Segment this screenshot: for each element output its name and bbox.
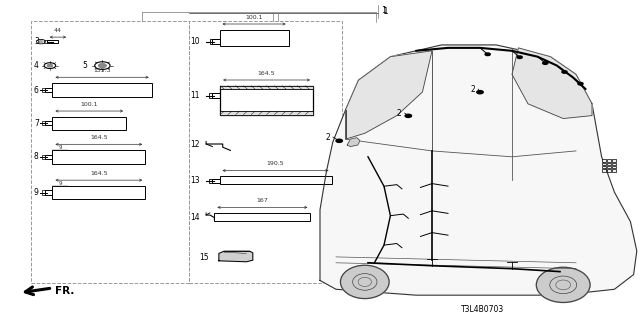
Text: 15: 15 bbox=[200, 253, 209, 262]
Circle shape bbox=[47, 64, 52, 67]
Text: 164.5: 164.5 bbox=[90, 135, 108, 140]
Text: 9: 9 bbox=[34, 188, 39, 197]
Bar bbox=[607, 163, 611, 165]
Bar bbox=[602, 169, 606, 172]
Bar bbox=[220, 86, 313, 89]
Ellipse shape bbox=[536, 267, 590, 302]
Bar bbox=[189, 21, 342, 283]
Text: 8: 8 bbox=[34, 152, 38, 161]
Polygon shape bbox=[346, 51, 432, 139]
Text: 5: 5 bbox=[82, 61, 87, 70]
Bar bbox=[612, 159, 616, 162]
Polygon shape bbox=[347, 138, 360, 147]
Circle shape bbox=[477, 91, 483, 94]
Bar bbox=[52, 83, 152, 97]
Bar bbox=[220, 111, 313, 115]
Text: 9: 9 bbox=[58, 145, 62, 150]
Bar bbox=[52, 186, 145, 199]
Bar bbox=[212, 39, 220, 44]
Bar bbox=[52, 117, 126, 130]
Text: 167: 167 bbox=[257, 198, 268, 203]
Text: FR.: FR. bbox=[55, 286, 74, 296]
Text: 44: 44 bbox=[54, 28, 62, 33]
Polygon shape bbox=[512, 48, 592, 118]
Circle shape bbox=[578, 83, 583, 85]
Text: 1: 1 bbox=[381, 6, 387, 15]
Bar bbox=[612, 169, 616, 172]
Circle shape bbox=[336, 139, 342, 142]
Text: 6: 6 bbox=[34, 86, 39, 95]
Text: 100.1: 100.1 bbox=[81, 102, 98, 107]
Bar bbox=[214, 213, 310, 221]
Text: 100.1: 100.1 bbox=[245, 15, 263, 20]
Text: 14: 14 bbox=[190, 213, 200, 222]
Circle shape bbox=[543, 62, 548, 64]
Circle shape bbox=[485, 53, 490, 56]
Bar bbox=[212, 179, 220, 183]
Bar bbox=[47, 40, 58, 43]
Bar bbox=[45, 88, 52, 92]
Bar bbox=[220, 30, 289, 46]
Text: 2: 2 bbox=[470, 85, 475, 94]
Circle shape bbox=[517, 56, 522, 59]
Bar bbox=[612, 166, 616, 168]
Text: 4: 4 bbox=[34, 61, 39, 70]
Bar bbox=[220, 176, 332, 184]
Bar bbox=[607, 166, 611, 168]
Text: T3L4B0703: T3L4B0703 bbox=[461, 305, 504, 314]
Bar bbox=[607, 169, 611, 172]
Text: 2: 2 bbox=[325, 133, 330, 142]
Text: 11: 11 bbox=[190, 92, 200, 100]
Text: 164.5: 164.5 bbox=[258, 71, 275, 76]
Text: 12: 12 bbox=[190, 140, 200, 149]
Bar bbox=[31, 21, 189, 283]
Text: 1: 1 bbox=[383, 7, 388, 16]
Circle shape bbox=[405, 114, 412, 117]
Text: 190.5: 190.5 bbox=[267, 161, 284, 166]
Bar bbox=[607, 159, 611, 162]
Bar bbox=[612, 163, 616, 165]
Text: 13: 13 bbox=[190, 176, 200, 185]
Bar bbox=[602, 159, 606, 162]
Polygon shape bbox=[219, 251, 253, 262]
Bar bbox=[602, 166, 606, 168]
Text: 10: 10 bbox=[190, 37, 200, 46]
Text: 9: 9 bbox=[58, 181, 62, 186]
Text: 3: 3 bbox=[34, 37, 39, 46]
Text: 2: 2 bbox=[397, 109, 401, 118]
Bar bbox=[52, 150, 145, 164]
Bar bbox=[45, 190, 52, 195]
Ellipse shape bbox=[340, 265, 389, 299]
Polygon shape bbox=[320, 45, 637, 295]
Bar bbox=[45, 155, 52, 159]
Circle shape bbox=[99, 64, 106, 68]
Text: 155.3: 155.3 bbox=[93, 68, 111, 73]
Bar bbox=[212, 93, 220, 98]
Circle shape bbox=[39, 41, 43, 43]
Text: 164.5: 164.5 bbox=[90, 171, 108, 176]
Bar bbox=[45, 121, 52, 125]
Bar bbox=[602, 163, 606, 165]
Circle shape bbox=[562, 71, 567, 73]
Bar bbox=[220, 86, 313, 115]
Text: 7: 7 bbox=[34, 119, 39, 128]
